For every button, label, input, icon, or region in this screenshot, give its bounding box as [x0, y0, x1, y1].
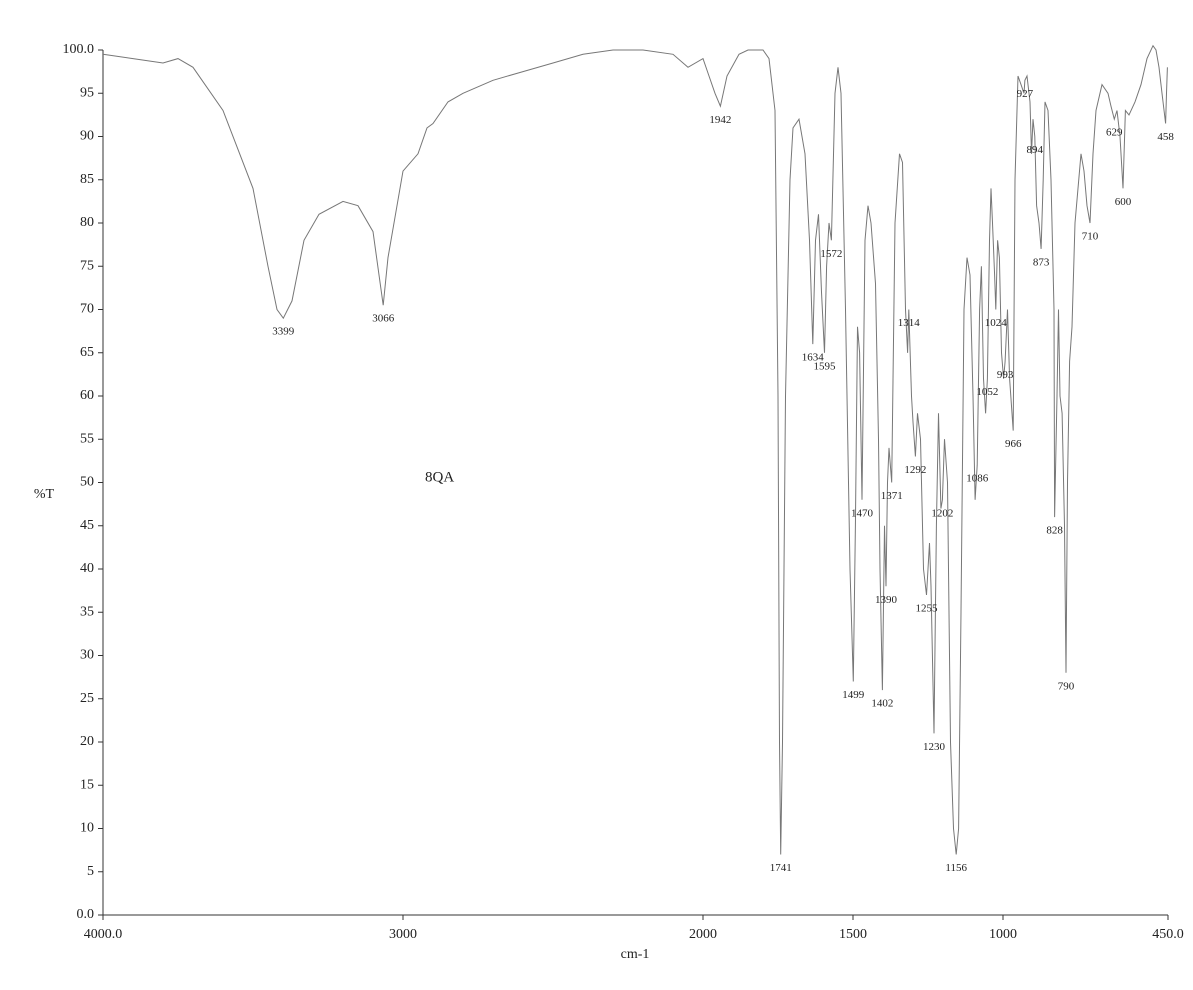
x-tick-label: 1500 [839, 927, 867, 942]
peak-label: 1470 [851, 507, 874, 519]
peak-label: 927 [1017, 88, 1034, 100]
y-tick-label: 25 [80, 691, 94, 706]
peak-label: 1572 [820, 248, 842, 260]
x-tick-label: 4000.0 [84, 927, 123, 942]
y-tick-label: 40 [80, 561, 94, 576]
y-tick-label: 50 [80, 475, 94, 490]
y-tick-label: 75 [80, 258, 94, 273]
spectrum-line [102, 44, 1168, 855]
peak-label: 600 [1115, 196, 1132, 208]
peak-label: 1314 [898, 317, 921, 329]
y-tick-label: 85 [80, 172, 94, 187]
y-tick-label: 100.0 [63, 42, 95, 57]
peak-label: 710 [1082, 231, 1099, 243]
peak-label: 1202 [931, 507, 953, 519]
y-tick-label: 95 [80, 85, 94, 100]
peak-label: 1086 [966, 473, 989, 485]
x-axis-label: cm-1 [621, 947, 650, 962]
annotation: 8QA [425, 469, 454, 485]
peak-label: 966 [1005, 438, 1022, 450]
y-tick-label: 5 [87, 864, 94, 879]
peak-label: 1156 [945, 862, 967, 874]
peak-label: 3399 [272, 326, 295, 338]
y-tick-label: 90 [80, 129, 94, 144]
peak-label: 1292 [904, 464, 926, 476]
peak-label: 1024 [985, 317, 1008, 329]
peak-label: 1230 [923, 741, 946, 753]
peak-label: 3066 [372, 313, 395, 325]
peak-label: 1371 [881, 490, 903, 502]
y-tick-label: 30 [80, 648, 94, 663]
peak-label: 873 [1033, 256, 1050, 268]
x-tick-label: 3000 [389, 927, 417, 942]
peak-label: 993 [997, 369, 1014, 381]
peak-label: 1942 [709, 114, 731, 126]
peak-label: 1402 [871, 698, 893, 710]
x-tick-label: 450.0 [1152, 927, 1184, 942]
peak-label: 894 [1027, 144, 1044, 156]
x-tick-label: 2000 [689, 927, 717, 942]
y-tick-label: 70 [80, 302, 94, 317]
y-tick-label: 80 [80, 215, 94, 230]
y-tick-label: 15 [80, 777, 94, 792]
peak-label: 629 [1106, 127, 1123, 139]
y-tick-label: 0.0 [77, 907, 95, 922]
y-tick-label: 45 [80, 518, 94, 533]
peak-label: 458 [1157, 131, 1174, 143]
peak-label: 1255 [916, 602, 939, 614]
y-tick-label: 65 [80, 345, 94, 360]
y-axis-label: %T [34, 487, 55, 502]
y-tick-label: 10 [80, 821, 94, 836]
peak-label: 790 [1058, 680, 1075, 692]
y-tick-label: 35 [80, 604, 94, 619]
y-tick-label: 20 [80, 734, 94, 749]
peak-label: 1052 [976, 386, 998, 398]
y-tick-label: 60 [80, 388, 94, 403]
peak-label: 1390 [875, 594, 898, 606]
peak-label: 1741 [770, 862, 792, 874]
x-tick-label: 1000 [989, 927, 1017, 942]
peak-label: 1499 [842, 689, 865, 701]
peak-label: 1595 [814, 360, 837, 372]
y-tick-label: 55 [80, 431, 94, 446]
peak-label: 1634 [802, 352, 825, 364]
peak-label: 828 [1046, 525, 1063, 537]
